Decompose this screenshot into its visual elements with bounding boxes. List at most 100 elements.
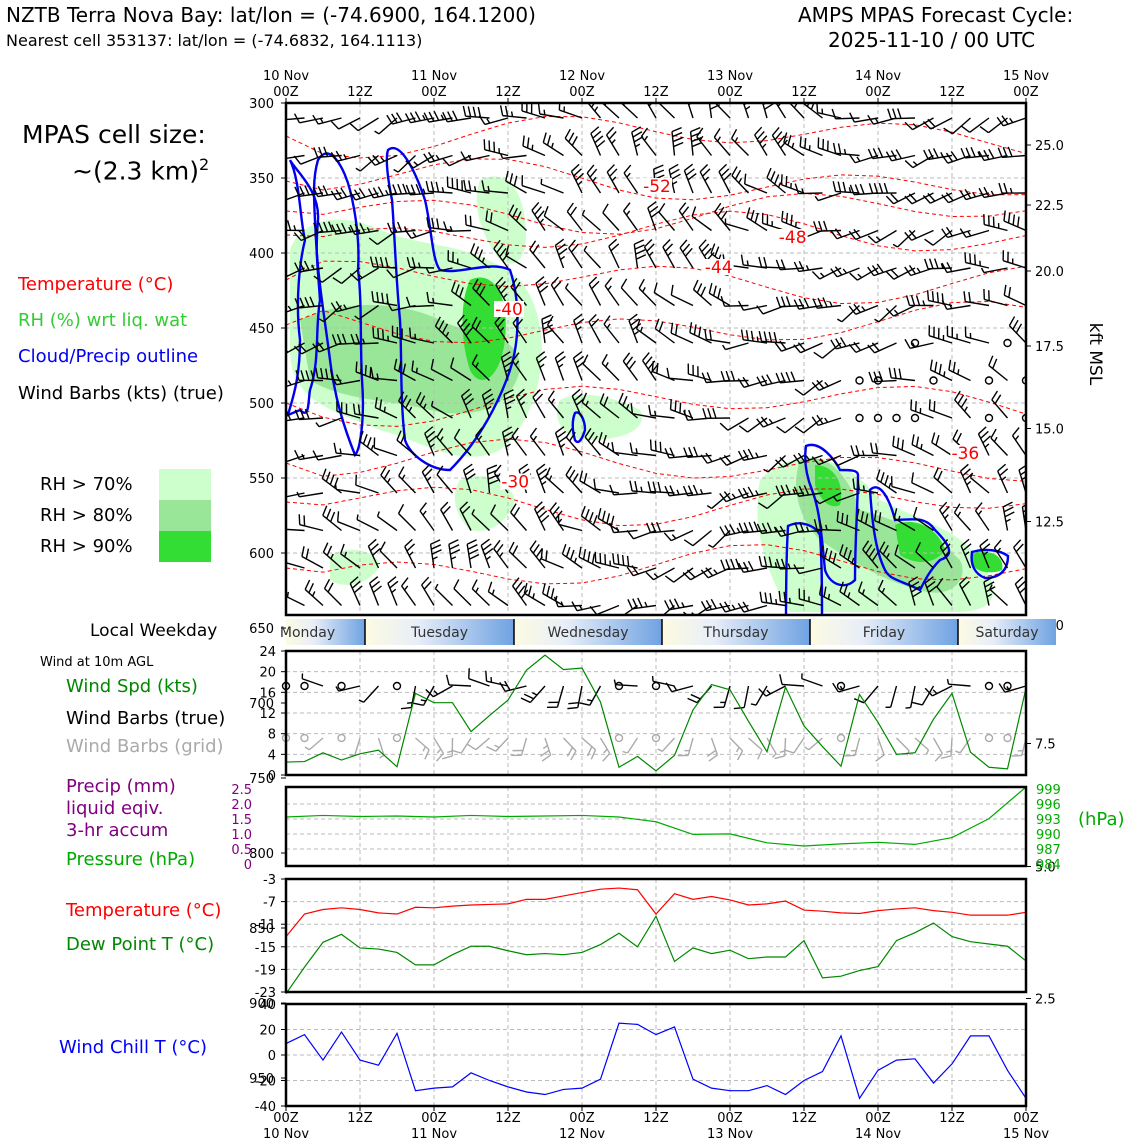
wind-barb — [534, 501, 550, 531]
barb-flag — [818, 952, 823, 954]
barb-flag — [432, 297, 435, 304]
wind-barb — [678, 202, 694, 231]
barb-flag — [920, 443, 923, 450]
barb-shaft — [532, 396, 546, 419]
barb-flag — [364, 812, 374, 813]
calm-circle — [597, 902, 604, 909]
barb-flag — [286, 591, 290, 598]
barb-flag — [710, 598, 717, 609]
wind-barb — [468, 1127, 475, 1134]
barb-flag — [773, 332, 778, 343]
barb-flag — [668, 770, 678, 774]
barb-flag — [923, 149, 929, 160]
barb-flag — [513, 832, 515, 842]
wind-barb — [691, 206, 712, 232]
barb-shaft — [662, 604, 675, 615]
wind-barb — [766, 167, 786, 194]
barb-shaft — [958, 583, 972, 606]
barb-shaft — [897, 718, 915, 734]
barb-shaft — [429, 544, 435, 569]
wind-barb — [857, 581, 879, 607]
wind-barb — [542, 1090, 549, 1097]
barb-flag — [348, 226, 352, 233]
barb-shaft — [579, 480, 601, 494]
barb-flag — [588, 511, 594, 523]
barb-shaft — [541, 319, 546, 344]
barb-shaft — [317, 643, 323, 666]
barb-flag — [672, 181, 678, 185]
barb-flag — [687, 172, 697, 181]
barb-flag — [457, 314, 465, 324]
wind-barb — [475, 427, 491, 456]
barb-flag — [626, 530, 635, 540]
barb-flag — [957, 1018, 960, 1028]
barb-shaft — [397, 718, 411, 737]
barb-shaft — [416, 831, 435, 845]
wind-barb — [941, 226, 971, 239]
barb-flag — [989, 684, 990, 689]
wind-barb — [830, 266, 860, 278]
barb-flag — [473, 246, 480, 257]
barb-flag — [368, 962, 378, 965]
barb-shaft — [669, 454, 694, 459]
barb-flag — [755, 452, 759, 458]
barb-flag — [823, 220, 828, 232]
barb-shaft — [286, 379, 305, 388]
barb-shaft — [771, 135, 787, 156]
barb-flag — [766, 994, 776, 996]
barb-shaft — [397, 154, 416, 173]
wind-barb — [860, 793, 883, 805]
barb-flag — [742, 449, 749, 460]
barb-flag — [493, 539, 501, 550]
barb-flag — [623, 837, 633, 839]
barb-flag — [780, 558, 786, 569]
barb-shaft — [582, 981, 596, 1001]
barb-shaft — [952, 793, 975, 801]
barb-flag — [287, 305, 292, 311]
wind-barb — [771, 126, 788, 156]
barb-shaft — [653, 567, 675, 581]
barb-flag — [571, 136, 578, 146]
barb-shaft — [654, 328, 675, 344]
calm-circle — [873, 413, 883, 423]
barb-flag — [911, 652, 913, 662]
barb-flag — [644, 704, 654, 706]
barb-shaft — [614, 718, 619, 741]
barb-flag — [579, 731, 587, 738]
wind-barb — [546, 315, 565, 344]
barb-flag — [433, 110, 440, 121]
barb-flag — [508, 795, 510, 805]
barb-flag — [480, 538, 490, 547]
barb-flag — [625, 356, 634, 366]
barb-shaft — [429, 154, 453, 164]
barb-shaft — [971, 906, 995, 908]
barb-shaft — [398, 513, 416, 531]
barb-flag — [771, 742, 781, 743]
barb-flag — [733, 679, 741, 686]
barb-shaft — [643, 246, 657, 269]
wind-barb — [299, 793, 323, 812]
wind-barb — [618, 392, 638, 419]
wind-barb — [352, 403, 379, 419]
barb-flag — [837, 318, 843, 323]
wind-barb — [890, 476, 916, 494]
barb-shaft — [780, 267, 805, 271]
barb-flag — [977, 510, 983, 516]
barb-flag — [662, 1066, 667, 1068]
barb-shaft — [897, 678, 921, 681]
wind-barb — [860, 868, 879, 893]
barb-shaft — [934, 868, 957, 876]
barb-shaft — [754, 134, 768, 156]
barb-flag — [579, 881, 587, 887]
barb-flag — [929, 359, 933, 371]
wind-barb — [441, 154, 472, 167]
wind-barb — [908, 576, 922, 606]
barb-flag — [983, 576, 994, 583]
wind-barb — [924, 576, 938, 606]
barb-flag — [366, 436, 372, 448]
wind-barb — [725, 981, 748, 1001]
barb-shaft — [564, 1018, 586, 1027]
calm-circle — [930, 1090, 937, 1097]
wind-barb — [868, 371, 897, 383]
barb-flag — [887, 806, 892, 815]
